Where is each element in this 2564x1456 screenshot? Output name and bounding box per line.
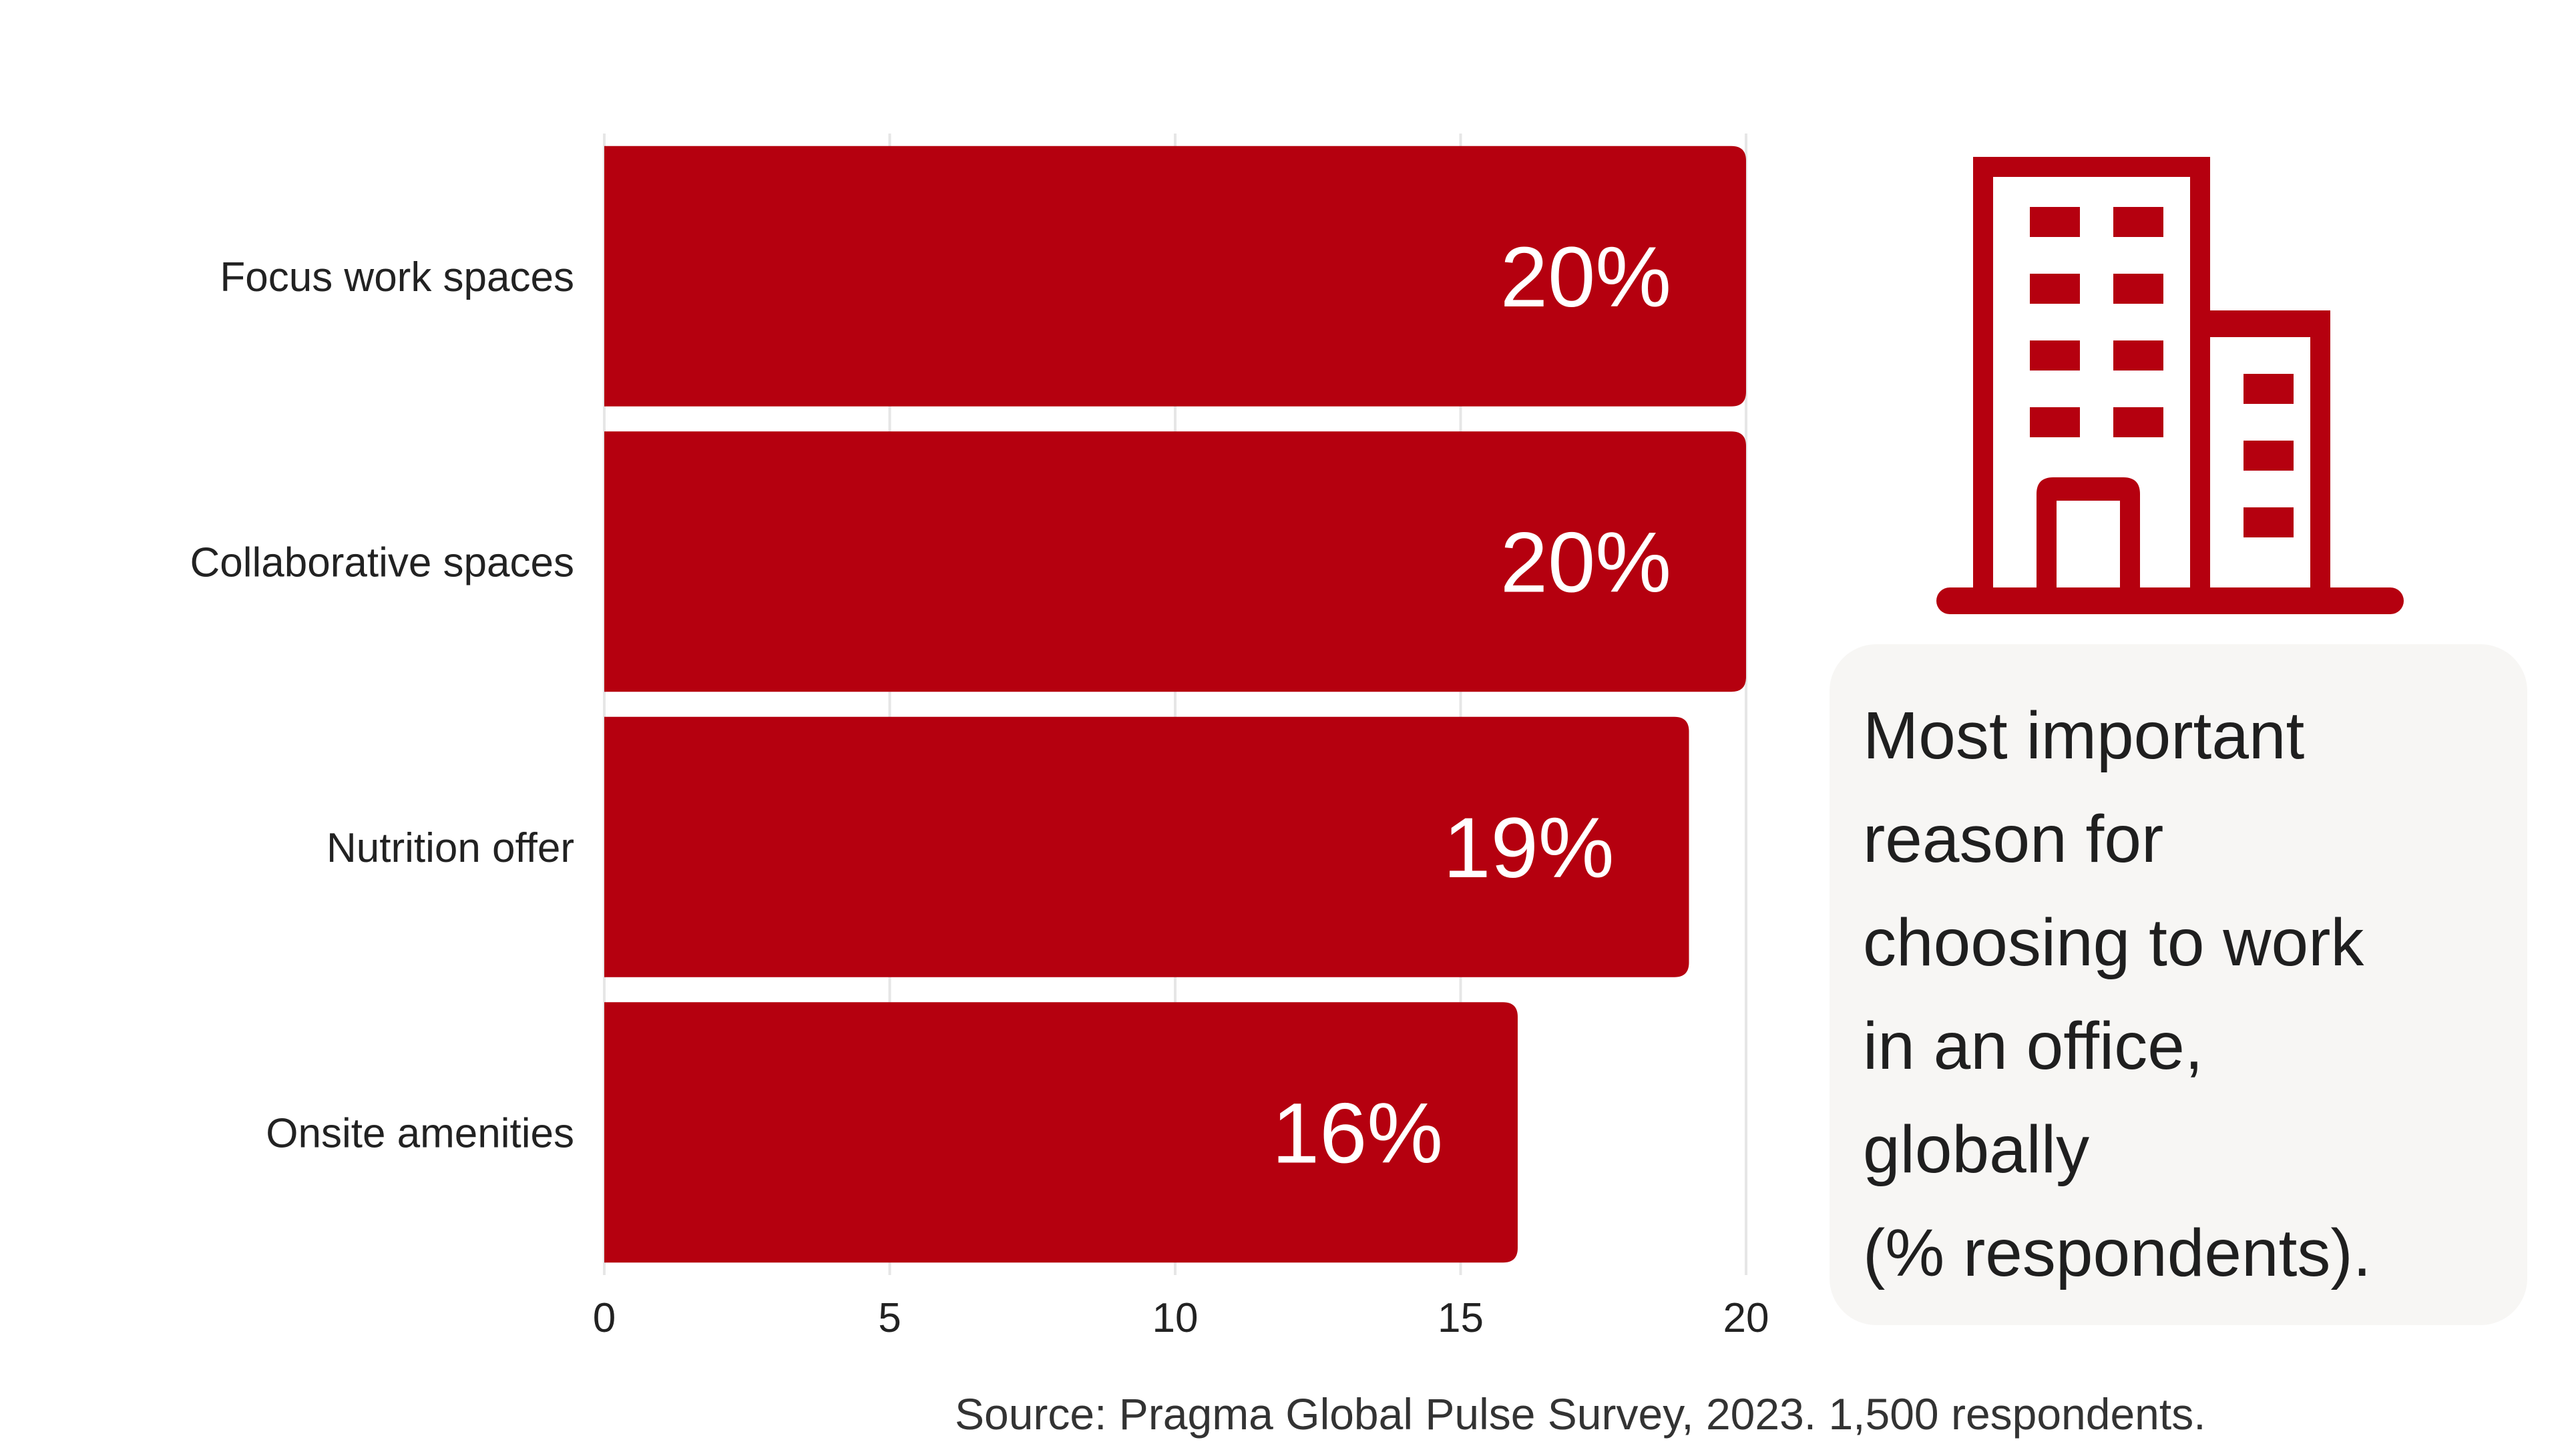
office-building-icon bbox=[1936, 157, 2404, 624]
data-label: 20% bbox=[1500, 230, 1671, 325]
chart-caption: Most important reason for choosing to wo… bbox=[1863, 698, 2372, 1290]
category-label: Focus work spaces bbox=[220, 254, 574, 300]
source-note: Source: Pragma Global Pulse Survey, 2023… bbox=[955, 1389, 2206, 1439]
bar bbox=[604, 1002, 1518, 1263]
bar bbox=[604, 146, 1746, 407]
x-tick-label: 0 bbox=[593, 1295, 616, 1341]
caption-box: Most important reason for choosing to wo… bbox=[1830, 644, 2527, 1325]
data-label: 19% bbox=[1443, 800, 1614, 896]
data-label: 16% bbox=[1272, 1085, 1443, 1181]
x-tick-label: 15 bbox=[1438, 1295, 1484, 1341]
x-tick-label: 20 bbox=[1723, 1295, 1769, 1341]
category-label: Nutrition offer bbox=[327, 825, 574, 871]
data-label: 20% bbox=[1500, 515, 1671, 610]
labels: 0 5 10 15 20 Focus work spaces 20% Collaborativ… bbox=[190, 230, 1769, 1341]
bar bbox=[604, 716, 1689, 977]
x-tick-label: 10 bbox=[1152, 1295, 1199, 1341]
category-label: Collaborative spaces bbox=[190, 539, 574, 585]
category-label: Onsite amenities bbox=[266, 1110, 574, 1156]
x-tick-label: 5 bbox=[878, 1295, 901, 1341]
bar bbox=[604, 431, 1746, 692]
bars bbox=[604, 146, 1746, 1263]
